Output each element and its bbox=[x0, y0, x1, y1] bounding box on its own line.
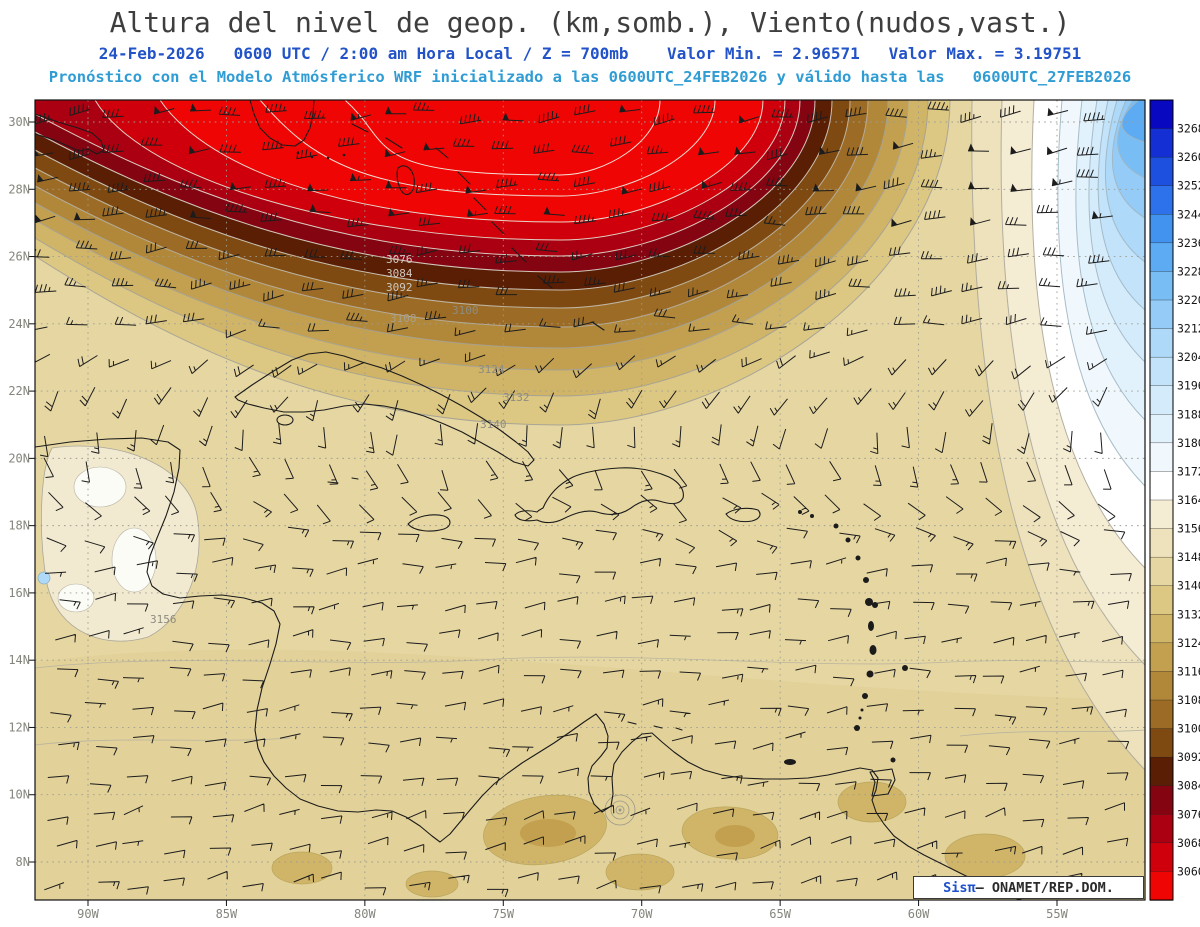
svg-text:22N: 22N bbox=[8, 384, 30, 398]
attribution-text: – ONAMET/REP.DOM. bbox=[975, 879, 1114, 896]
svg-text:3204: 3204 bbox=[1177, 350, 1200, 364]
svg-text:24N: 24N bbox=[8, 317, 30, 331]
subtitle-model-info: Pronóstico con el Modelo Atmósferico WRF… bbox=[48, 68, 1132, 86]
coastline-central-south-america bbox=[35, 437, 1023, 900]
svg-text:3108: 3108 bbox=[390, 312, 417, 325]
svg-text:30N: 30N bbox=[8, 115, 30, 129]
svg-text:3116: 3116 bbox=[1177, 664, 1200, 678]
svg-text:3228: 3228 bbox=[1177, 264, 1200, 278]
abc-islands bbox=[627, 721, 683, 731]
svg-text:55W: 55W bbox=[1046, 907, 1068, 921]
svg-text:3076: 3076 bbox=[386, 253, 413, 266]
svg-text:85W: 85W bbox=[216, 907, 238, 921]
svg-text:28N: 28N bbox=[8, 182, 30, 196]
coastline-trinidad bbox=[869, 768, 896, 797]
svg-text:14N: 14N bbox=[8, 653, 30, 667]
svg-text:16N: 16N bbox=[8, 586, 30, 600]
colorbar: 3268 3260 3252 3244 3236 3228 3220 3212 3204 3196… bbox=[1149, 99, 1200, 901]
svg-text:3156: 3156 bbox=[1177, 522, 1200, 536]
svg-text:3268: 3268 bbox=[1177, 122, 1200, 136]
svg-text:3148: 3148 bbox=[1177, 550, 1200, 564]
svg-text:3188: 3188 bbox=[1177, 407, 1200, 421]
svg-text:3132: 3132 bbox=[1177, 607, 1200, 621]
local-contour-patches bbox=[37, 445, 1026, 898]
svg-text:3092: 3092 bbox=[1177, 750, 1200, 764]
svg-text:3084: 3084 bbox=[1177, 779, 1200, 793]
svg-text:26N: 26N bbox=[8, 250, 30, 264]
svg-text:3068: 3068 bbox=[1177, 836, 1200, 850]
map-frame bbox=[34, 99, 1146, 901]
subtitle-datetime-minmax: 24-Feb-2026 0600 UTC / 2:00 am Hora Loca… bbox=[98, 44, 1082, 63]
svg-text:3220: 3220 bbox=[1177, 293, 1200, 307]
svg-text:3060: 3060 bbox=[1177, 864, 1200, 878]
svg-text:3140: 3140 bbox=[480, 418, 507, 431]
axis-ticks-and-labels: 30N 28N 26N 24N 22N 20N 18N 16N 14N 12N 10N 8N 90W 85… bbox=[8, 115, 1068, 921]
svg-text:90W: 90W bbox=[77, 907, 99, 921]
svg-text:3076: 3076 bbox=[1177, 807, 1200, 821]
svg-text:3140: 3140 bbox=[1177, 579, 1200, 593]
ridge-bands-northeast bbox=[971, 100, 1145, 771]
svg-text:3252: 3252 bbox=[1177, 179, 1200, 193]
svg-text:20N: 20N bbox=[8, 451, 30, 465]
isla-juventud bbox=[276, 414, 294, 426]
svg-text:70W: 70W bbox=[631, 907, 653, 921]
coastline-hispaniola bbox=[514, 467, 684, 524]
coastline-jamaica bbox=[407, 514, 451, 532]
svg-text:12N: 12N bbox=[8, 720, 30, 734]
attribution-brand: Sisπ bbox=[943, 879, 976, 896]
wind-barbs bbox=[35, 101, 1132, 898]
page-title: Altura del nivel de geop. (km,somb.), Vi… bbox=[109, 6, 1071, 39]
svg-text:3108: 3108 bbox=[1177, 693, 1200, 707]
svg-text:65W: 65W bbox=[769, 907, 791, 921]
svg-text:3180: 3180 bbox=[1177, 436, 1200, 450]
svg-text:80W: 80W bbox=[354, 907, 376, 921]
svg-text:3260: 3260 bbox=[1177, 150, 1200, 164]
svg-text:3212: 3212 bbox=[1177, 322, 1200, 336]
small-high-spot bbox=[37, 571, 51, 585]
svg-text:3100: 3100 bbox=[452, 304, 479, 317]
svg-text:3236: 3236 bbox=[1177, 236, 1200, 250]
coastline-us-gulf bbox=[35, 113, 105, 155]
svg-text:3084: 3084 bbox=[386, 267, 413, 280]
svg-text:18N: 18N bbox=[8, 519, 30, 533]
svg-text:3172: 3172 bbox=[1177, 464, 1200, 478]
svg-text:10N: 10N bbox=[8, 788, 30, 802]
svg-text:3164: 3164 bbox=[1177, 493, 1200, 507]
svg-text:3092: 3092 bbox=[386, 281, 413, 294]
attribution-box: Sisπ – ONAMET/REP.DOM. bbox=[913, 876, 1144, 899]
cayman-islands bbox=[327, 477, 359, 484]
coastline-cuba bbox=[234, 351, 535, 467]
svg-text:3100: 3100 bbox=[1177, 722, 1200, 736]
svg-text:60W: 60W bbox=[908, 907, 930, 921]
svg-text:3124: 3124 bbox=[1177, 636, 1200, 650]
svg-text:3244: 3244 bbox=[1177, 207, 1200, 221]
svg-text:3196: 3196 bbox=[1177, 379, 1200, 393]
coastline-florida bbox=[249, 100, 315, 147]
svg-text:8N: 8N bbox=[16, 855, 30, 869]
svg-text:3132: 3132 bbox=[503, 391, 530, 404]
svg-text:75W: 75W bbox=[492, 907, 514, 921]
svg-text:3156: 3156 bbox=[150, 613, 177, 626]
svg-text:3124: 3124 bbox=[478, 363, 505, 376]
trough-bands-north bbox=[35, 100, 951, 426]
south-lowland-shading bbox=[35, 649, 1145, 900]
coastline-puerto-rico bbox=[725, 507, 761, 523]
bahamas-islands bbox=[351, 123, 605, 331]
